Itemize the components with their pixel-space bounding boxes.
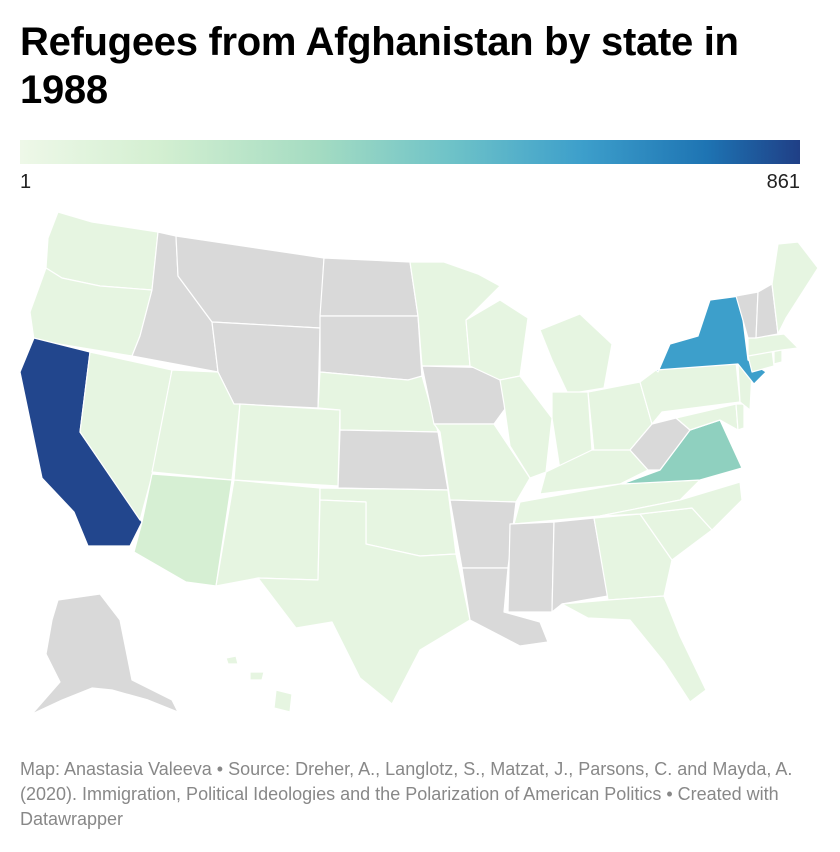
- state-texas[interactable]: [257, 499, 471, 705]
- map-title: Refugees from Afghanistan by state in 19…: [20, 20, 739, 112]
- state-hawaii[interactable]: [225, 655, 293, 713]
- state-colorado[interactable]: [233, 403, 341, 487]
- state-louisiana[interactable]: [461, 567, 549, 647]
- source-credit: Map: Anastasia Valeeva • Source: Dreher,…: [20, 759, 793, 829]
- state-north-carolina[interactable]: [599, 481, 743, 531]
- state-delaware[interactable]: [735, 403, 745, 431]
- state-nevada[interactable]: [79, 351, 173, 521]
- state-illinois[interactable]: [499, 375, 553, 479]
- state-mississippi[interactable]: [507, 521, 555, 613]
- legend-max-label: 861: [766, 171, 800, 193]
- state-north-dakota[interactable]: [319, 257, 419, 317]
- state-florida[interactable]: [561, 595, 707, 703]
- state-alaska[interactable]: [31, 593, 179, 715]
- state-maryland[interactable]: [675, 403, 739, 431]
- color-legend-bar: [20, 140, 800, 164]
- state-arizona[interactable]: [133, 473, 233, 587]
- state-maine[interactable]: [771, 241, 819, 335]
- state-wisconsin[interactable]: [465, 299, 529, 381]
- state-massachusetts[interactable]: [747, 333, 799, 357]
- state-michigan[interactable]: [539, 313, 613, 395]
- state-south-dakota[interactable]: [319, 315, 423, 381]
- us-states-map: [19, 211, 819, 715]
- legend-min-label: 1: [20, 171, 32, 193]
- state-rhode-island[interactable]: [773, 349, 783, 365]
- state-new-york[interactable]: [655, 295, 767, 385]
- state-new-mexico[interactable]: [215, 479, 321, 587]
- state-kansas[interactable]: [337, 429, 449, 491]
- state-alabama[interactable]: [551, 517, 609, 613]
- state-arkansas[interactable]: [449, 499, 517, 569]
